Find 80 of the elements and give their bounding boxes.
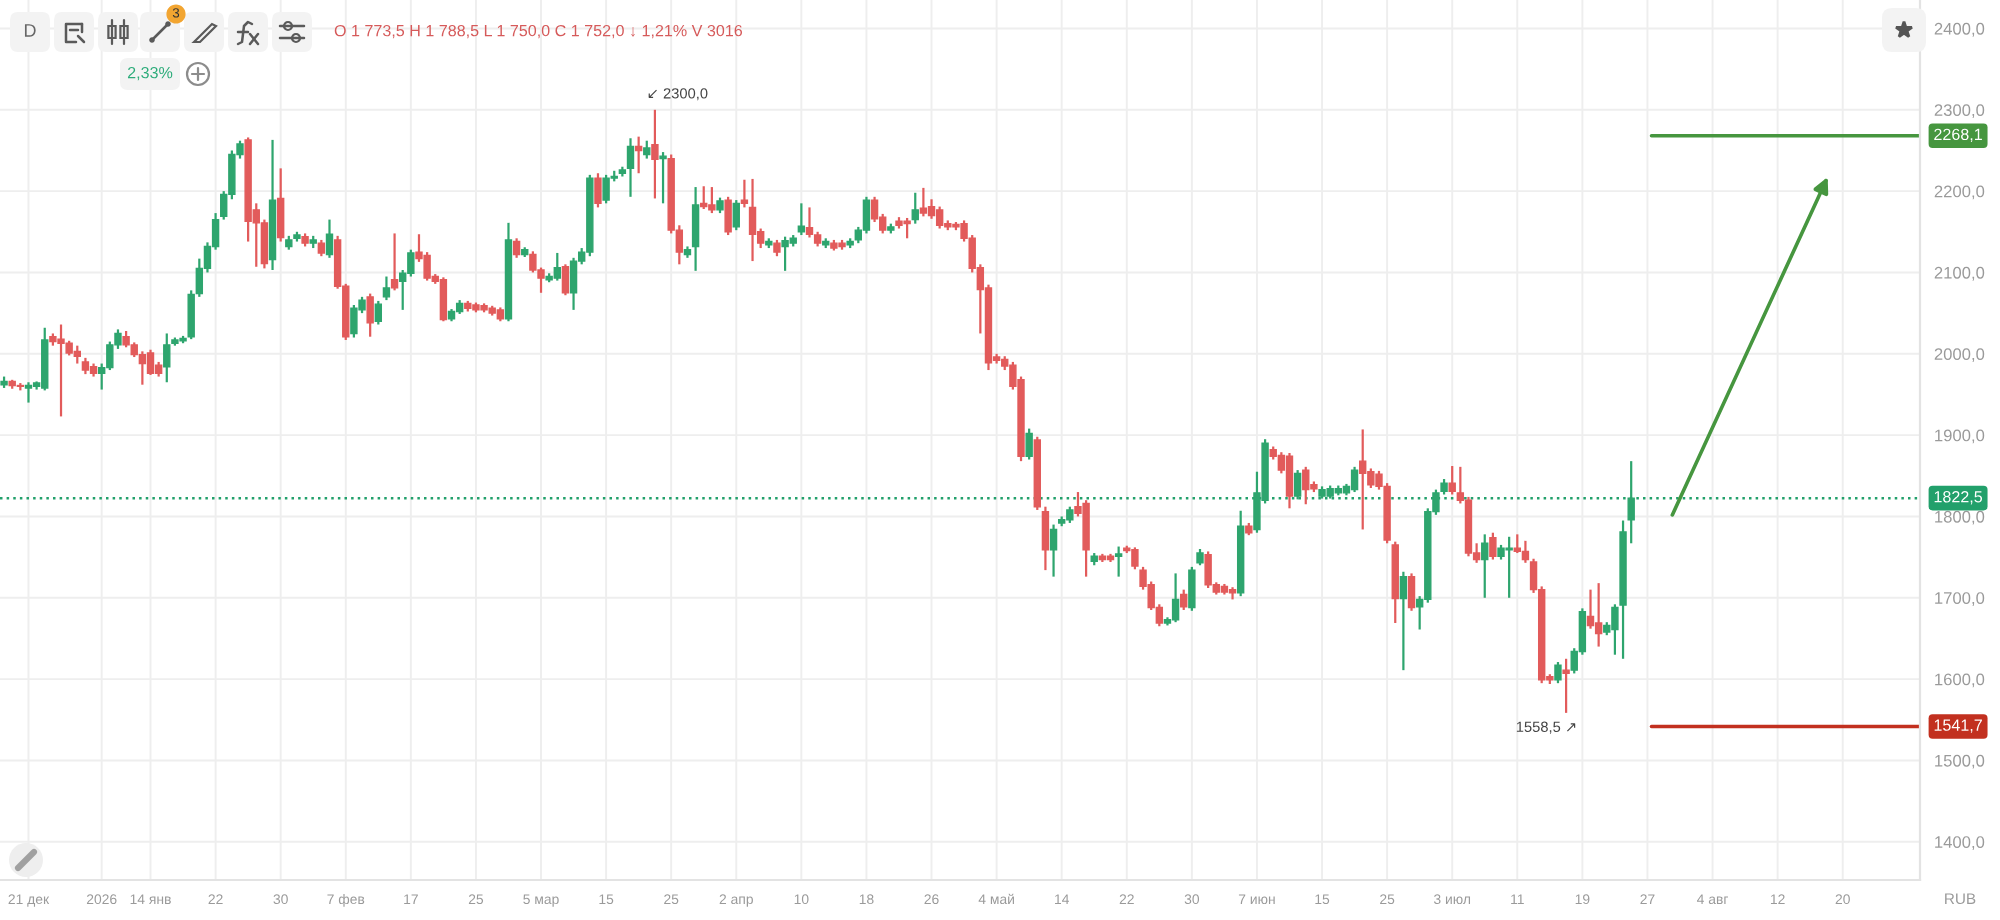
candlestick bbox=[1350, 465, 1359, 494]
y-tick-label: 2400,0 bbox=[1934, 22, 1985, 37]
candlestick bbox=[1285, 451, 1294, 510]
y-tick-label: 2200,0 bbox=[1934, 185, 1985, 200]
candlestick bbox=[366, 292, 374, 338]
y-tick-label: 1700,0 bbox=[1935, 592, 1985, 606]
candlestick bbox=[781, 235, 789, 272]
candlestick bbox=[1505, 535, 1513, 599]
candlestick bbox=[911, 191, 919, 225]
candlestick bbox=[1407, 572, 1416, 612]
candlestick bbox=[382, 275, 391, 302]
candlestick bbox=[1114, 545, 1123, 578]
candlestick bbox=[561, 263, 570, 297]
candlestick bbox=[935, 205, 944, 230]
candlestick bbox=[276, 167, 285, 243]
candlestick bbox=[1399, 570, 1408, 672]
candlestick bbox=[1562, 657, 1570, 714]
y-tick-label: 2100,0 bbox=[1934, 266, 1985, 281]
candlestick bbox=[1594, 582, 1603, 648]
candlestick bbox=[24, 381, 33, 404]
ref-line-label: 2268,1 bbox=[1934, 128, 1982, 142]
candlestick bbox=[651, 108, 659, 200]
candlestick bbox=[1359, 428, 1367, 531]
candlestick bbox=[163, 332, 171, 384]
candlestick bbox=[350, 303, 358, 339]
candlestick bbox=[1082, 499, 1090, 578]
candlestick bbox=[1513, 533, 1521, 555]
candlestick bbox=[146, 348, 155, 377]
candlestick bbox=[1481, 533, 1489, 599]
ref-line-label: 1541,7 bbox=[1934, 719, 1982, 733]
candlestick bbox=[1131, 546, 1139, 571]
candlestick bbox=[602, 173, 610, 205]
annotation: D bbox=[24, 24, 36, 37]
candlestick bbox=[374, 299, 383, 326]
candlestick bbox=[594, 172, 602, 209]
candlestick bbox=[1204, 550, 1212, 590]
candlestick bbox=[659, 150, 667, 205]
text: O 1 773,5 H 1 788,5 L 1 750,0 C 1 752,0 ↓ 1,21% V 3016 bbox=[334, 24, 743, 39]
candlestick bbox=[1554, 660, 1562, 685]
candlestick bbox=[1025, 427, 1033, 461]
candlestick bbox=[870, 195, 879, 224]
y-tick-label: 1400,0 bbox=[1935, 836, 1985, 850]
candlestick bbox=[708, 185, 716, 215]
candlestick bbox=[1171, 572, 1180, 624]
candlestick bbox=[797, 202, 806, 237]
candlestick bbox=[691, 185, 700, 272]
candlestick bbox=[748, 177, 757, 263]
candlestick bbox=[1302, 465, 1310, 506]
y-tick-label: 1800,0 bbox=[1935, 510, 1985, 525]
candlestick bbox=[569, 256, 578, 311]
candlestick bbox=[903, 216, 911, 240]
y-tick-label: 2300,0 bbox=[1934, 104, 1985, 118]
candlestick bbox=[1448, 464, 1456, 496]
candlestick bbox=[724, 195, 732, 237]
ref-line-label: 1822,5 bbox=[1934, 491, 1983, 505]
candlestick bbox=[57, 323, 65, 418]
candlestick bbox=[138, 350, 147, 386]
candlestick bbox=[325, 218, 334, 259]
candlestick bbox=[805, 206, 814, 239]
candlestick bbox=[1180, 588, 1188, 612]
candlestick bbox=[1489, 531, 1497, 561]
candlestick bbox=[919, 186, 928, 218]
candlestick bbox=[41, 326, 49, 392]
candlestick bbox=[1049, 523, 1058, 578]
candlestick bbox=[626, 137, 635, 198]
candlestick bbox=[439, 276, 448, 323]
y-tick-label: 1600,0 bbox=[1935, 673, 1985, 688]
y-tick-label: 2000,0 bbox=[1934, 348, 1985, 362]
candlestick bbox=[1188, 565, 1196, 612]
candlestick bbox=[732, 198, 740, 232]
candlestick bbox=[862, 195, 871, 235]
y-tick-label: 1500,0 bbox=[1935, 754, 1985, 769]
candlestick bbox=[390, 232, 399, 292]
candlestick bbox=[553, 251, 561, 282]
candlestick bbox=[1586, 588, 1595, 630]
candlestick bbox=[512, 237, 521, 259]
candlestick bbox=[1041, 505, 1050, 572]
candlestick bbox=[634, 135, 643, 175]
annotation: 2,33% bbox=[127, 66, 173, 81]
y-tick-label: 1900,0 bbox=[1935, 429, 1985, 444]
